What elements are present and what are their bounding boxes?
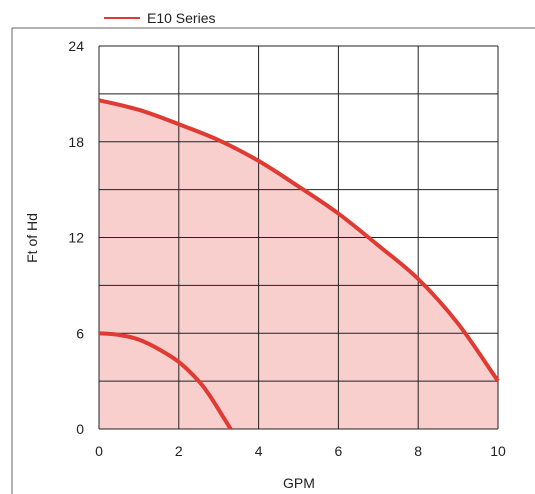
x-tick-labels: 0 2 4 6 8 10	[95, 443, 506, 459]
x-axis-title: GPM	[283, 475, 315, 491]
grid-layer	[98, 45, 499, 430]
legend-label-e10-series: E10 Series	[147, 10, 215, 26]
x-tick-label: 0	[95, 443, 103, 459]
outer-frame	[11, 27, 535, 494]
x-tick-label: 8	[414, 443, 422, 459]
y-axis-title: Ft of Hd	[24, 213, 40, 263]
x-tick-label: 2	[175, 443, 183, 459]
y-tick-label: 0	[76, 421, 84, 437]
y-tick-label: 12	[68, 230, 84, 246]
x-tick-label: 10	[490, 443, 506, 459]
series-line-inner-curve	[98, 331, 233, 431]
area-fill-layer	[99, 100, 498, 429]
y-tick-labels: 0 6 12 18 24	[68, 38, 84, 437]
area-fill-e10-series	[99, 100, 498, 429]
y-tick-label: 24	[68, 38, 84, 54]
x-tick-label: 6	[335, 443, 343, 459]
series-line-e10-series	[98, 98, 500, 383]
x-tick-label: 4	[255, 443, 263, 459]
legend: E10 Series	[104, 10, 215, 26]
y-tick-label: 6	[76, 325, 84, 341]
y-tick-label: 18	[68, 134, 84, 150]
series-line-layer	[98, 98, 500, 431]
